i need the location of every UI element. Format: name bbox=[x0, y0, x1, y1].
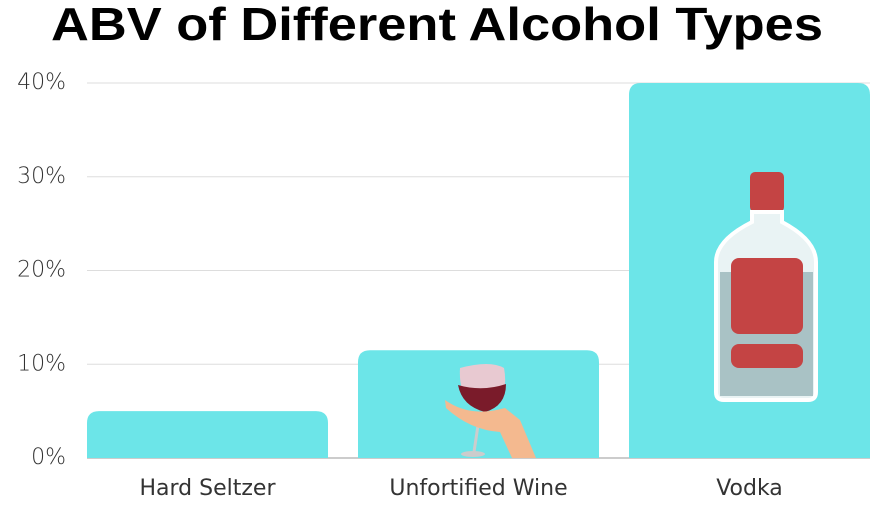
y-tick-label: 0% bbox=[31, 445, 66, 470]
bottle-cap bbox=[750, 172, 784, 212]
y-tick-label: 30% bbox=[17, 164, 66, 189]
wine bbox=[458, 384, 506, 412]
chart-title: ABV of Different Alcohol Types bbox=[51, 0, 823, 50]
wine-illustration bbox=[445, 364, 536, 458]
y-tick-label: 10% bbox=[17, 351, 66, 376]
y-tick-label: 20% bbox=[17, 258, 66, 283]
x-tick-label: Unfortified Wine bbox=[389, 476, 567, 501]
bar bbox=[87, 411, 328, 458]
glass-foot bbox=[461, 451, 485, 457]
bottle-label bbox=[731, 258, 803, 334]
x-tick-label: Hard Seltzer bbox=[139, 476, 276, 501]
vodka-illustration bbox=[714, 172, 818, 402]
hand bbox=[445, 400, 536, 458]
bottle-label-small bbox=[731, 344, 803, 368]
y-tick-label: 40% bbox=[17, 70, 66, 95]
x-tick-label: Vodka bbox=[716, 476, 783, 501]
